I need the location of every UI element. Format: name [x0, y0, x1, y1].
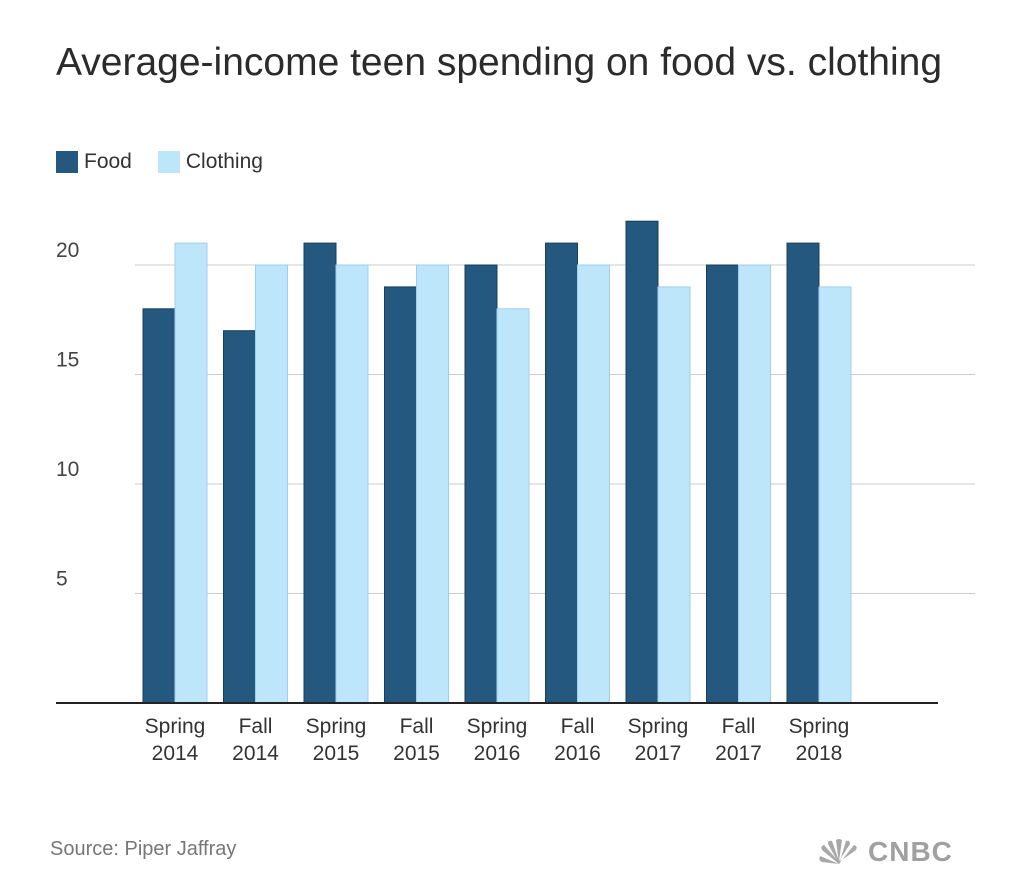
bar-food-5	[545, 242, 578, 704]
y-tick-label: 10	[56, 458, 79, 481]
bar-clothing-2	[335, 264, 369, 704]
bar-clothing-6	[657, 286, 691, 704]
bar-food-2	[303, 242, 337, 704]
legend-label-food: Food	[84, 150, 132, 173]
x-tick-label: Fall 2016	[554, 715, 601, 765]
axis-labels: 5 10 15 20 Spring 2014 Fall 2014 Spring 2015 Fall 2…	[56, 239, 849, 765]
legend: Food Clothing	[56, 150, 289, 174]
x-tick-label: Spring 2018	[789, 715, 850, 765]
y-tick-label: 5	[56, 568, 68, 591]
x-tick-label: Spring 2014	[145, 715, 206, 765]
bars	[142, 220, 852, 704]
bar-food-7	[706, 264, 739, 704]
cnbc-logo: CNBC	[816, 836, 953, 868]
logo-text: CNBC	[868, 836, 953, 867]
legend-item-clothing: Clothing	[157, 150, 263, 174]
bar-clothing-4	[496, 308, 530, 704]
legend-item-food: Food	[56, 150, 132, 174]
x-tick-label: Spring 2017	[628, 715, 689, 765]
x-tick-label: Spring 2015	[306, 715, 367, 765]
y-tick-label: 15	[56, 349, 79, 372]
bar-clothing-3	[416, 264, 449, 704]
bar-food-3	[384, 286, 417, 704]
bar-food-1	[223, 330, 256, 704]
x-tick-label: Fall 2015	[393, 715, 440, 765]
bar-clothing-5	[577, 264, 610, 704]
bar-clothing-0	[174, 242, 208, 704]
bar-food-6	[625, 220, 659, 704]
source-note: Source: Piper Jaffray	[50, 838, 237, 860]
bar-food-4	[464, 264, 498, 704]
chart-title: Average-income teen spending on food vs.…	[56, 41, 943, 84]
bar-food-0	[142, 308, 176, 704]
x-tick-label: Fall 2014	[232, 715, 279, 765]
bar-clothing-1	[255, 264, 288, 704]
legend-swatch-food	[56, 151, 78, 173]
x-tick-label: Spring 2016	[467, 715, 528, 765]
bar-food-8	[786, 242, 820, 704]
peacock-icon	[819, 839, 857, 864]
legend-label-clothing: Clothing	[185, 150, 263, 173]
bar-clothing-7	[738, 264, 771, 704]
y-tick-label: 20	[56, 239, 79, 262]
bar-clothing-8	[818, 286, 852, 704]
legend-swatch-clothing	[157, 151, 180, 173]
x-tick-label: Fall 2017	[715, 715, 762, 765]
